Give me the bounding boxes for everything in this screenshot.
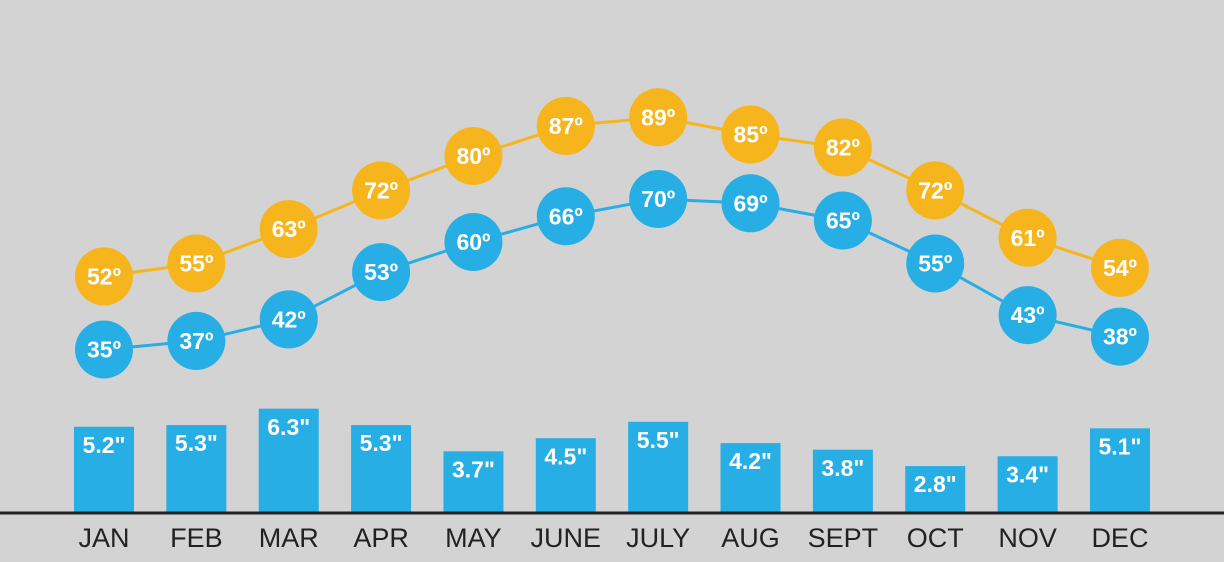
x-tick-label: SEPT (808, 523, 879, 553)
data-label: 54º (1103, 255, 1137, 281)
bar (351, 425, 412, 512)
data-label: 63º (272, 216, 306, 242)
x-tick-label: JUNE (531, 523, 602, 553)
point (259, 290, 318, 349)
data-label: 72º (918, 177, 952, 203)
point (813, 118, 872, 177)
point (629, 88, 688, 147)
point (444, 213, 503, 271)
data-label: 38º (1103, 324, 1137, 350)
x-tick-label: OCT (907, 523, 964, 553)
bar (74, 426, 134, 512)
data-label: 55º (918, 251, 952, 277)
point (813, 191, 872, 250)
point (629, 170, 688, 228)
data-label: 80º (456, 143, 490, 169)
x-tick-label: JAN (78, 523, 129, 553)
point (906, 234, 965, 293)
data-label: 69º (734, 190, 768, 216)
bar (628, 421, 689, 512)
data-label: 35º (87, 337, 121, 363)
data-label: 3.4" (1006, 461, 1049, 487)
x-tick-label: NOV (998, 523, 1057, 553)
data-label: 53º (364, 259, 398, 285)
bar (812, 449, 873, 512)
point (1090, 238, 1149, 297)
x-tick-label: JULY (626, 523, 690, 553)
data-label: 4.5" (544, 443, 587, 469)
point (536, 96, 595, 155)
bar (535, 438, 596, 512)
data-label: 82º (826, 134, 860, 160)
data-label: 5.3" (360, 430, 403, 456)
x-tick-label: MAY (445, 523, 502, 553)
data-label: 42º (272, 306, 306, 332)
data-label: 61º (1011, 225, 1045, 251)
data-label: 60º (456, 229, 490, 255)
data-label: 70º (641, 186, 675, 212)
point (352, 243, 411, 302)
point (167, 311, 226, 370)
data-label: 87º (549, 113, 583, 139)
data-label: 43º (1011, 302, 1045, 328)
point (721, 174, 780, 233)
data-label: 52º (87, 263, 121, 289)
bar (443, 451, 504, 512)
x-tick-label: MAR (259, 523, 319, 553)
x-tick-label: DEC (1091, 523, 1148, 553)
point (75, 247, 133, 306)
data-label: 37º (179, 328, 213, 354)
bar (258, 408, 319, 512)
data-label: 85º (734, 122, 768, 148)
point (352, 161, 411, 220)
data-label: 89º (641, 104, 675, 130)
bar (1089, 428, 1150, 512)
point (906, 161, 965, 220)
x-tick-label: APR (353, 523, 409, 553)
bar (720, 443, 781, 512)
data-label: 65º (826, 208, 860, 234)
data-label: 3.7" (452, 456, 495, 482)
bar (997, 456, 1058, 512)
data-label: 5.5" (637, 427, 680, 453)
data-label: 4.2" (729, 448, 772, 474)
point (259, 200, 318, 259)
data-label: 5.2" (83, 432, 126, 458)
data-label: 6.3" (267, 414, 310, 440)
point (444, 127, 503, 185)
point (998, 208, 1057, 267)
data-label: 5.1" (1099, 433, 1142, 459)
data-label: 66º (549, 203, 583, 229)
data-label: 72º (364, 177, 398, 203)
point (75, 320, 133, 379)
point (721, 105, 780, 164)
point (536, 187, 595, 246)
point (998, 286, 1057, 345)
data-label: 55º (179, 251, 213, 277)
data-label: 5.3" (175, 430, 218, 456)
data-label: 2.8" (914, 471, 957, 497)
bar (905, 466, 966, 512)
point (1090, 307, 1149, 366)
point (167, 234, 226, 293)
x-tick-label: FEB (170, 523, 223, 553)
bar (166, 425, 227, 512)
x-tick-label: AUG (721, 523, 780, 553)
data-label: 3.8" (821, 455, 864, 481)
